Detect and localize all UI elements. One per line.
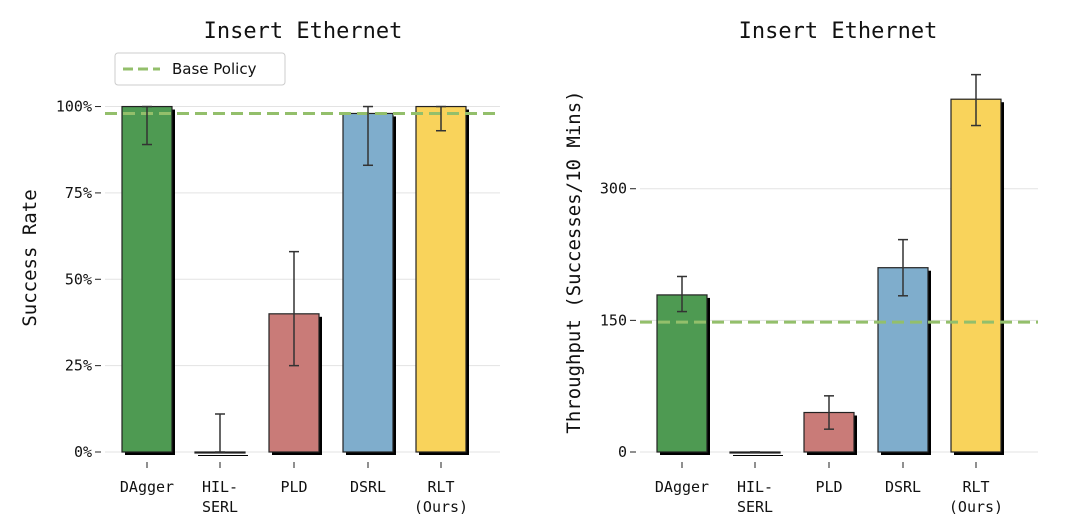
y-tick-label: 50% (65, 270, 92, 288)
bar-shadow (733, 455, 783, 456)
x-tick-label-line: (Ours) (949, 498, 1003, 516)
y-axis-label: Throughput (Successes/10 Mins) (563, 90, 585, 433)
y-tick-label: 0% (74, 443, 92, 461)
bar (950, 98, 1002, 453)
x-tick-label-line: DAgger (120, 478, 174, 496)
chart-success-rate: Insert Ethernet Success Rate 0% 25% 50% 75%… (19, 19, 500, 516)
bar (121, 105, 173, 453)
x-tick-label-line: DSRL (350, 478, 386, 496)
x-tick-label: DAgger (120, 478, 174, 496)
chart-title: Insert Ethernet (204, 19, 403, 44)
y-tick-label: 0 (618, 443, 627, 461)
x-tick-label-line: SERL (202, 498, 238, 516)
x-tick-label-line: RLT (427, 478, 454, 496)
chart-title: Insert Ethernet (739, 19, 938, 44)
legend-box (114, 52, 286, 86)
x-tick-label-line: DSRL (885, 478, 921, 496)
y-tick-label: 25% (65, 357, 92, 375)
legend-label: Base Policy (172, 60, 257, 78)
y-tick-label: 300 (600, 180, 627, 198)
y-axis-label: Success Rate (19, 189, 41, 326)
y-tick-label: 150 (600, 311, 627, 329)
legend: Base Policy (114, 52, 286, 86)
bar (342, 112, 394, 453)
x-ticks: DAgger HIL- SERL PLD DSRL RLT (Ours) (120, 462, 468, 516)
bar (656, 294, 708, 453)
x-tick-label: RLT (Ours) (949, 478, 1003, 516)
x-tick-label: RLT (Ours) (414, 478, 468, 516)
x-tick-label: DAgger (655, 478, 709, 496)
x-tick-label: HIL- SERL (737, 478, 773, 516)
x-tick-label: PLD (280, 478, 307, 496)
bars (121, 105, 469, 456)
y-ticks: 0 150 300 (600, 180, 636, 461)
y-ticks: 0% 25% 50% 75% 100% (56, 98, 101, 461)
x-tick-label: HIL- SERL (202, 478, 238, 516)
x-tick-label-line: DAgger (655, 478, 709, 496)
x-tick-label: DSRL (885, 478, 921, 496)
x-tick-label: DSRL (350, 478, 386, 496)
x-tick-label-line: RLT (962, 478, 989, 496)
x-tick-label-line: (Ours) (414, 498, 468, 516)
bar (415, 105, 467, 453)
x-tick-label-line: PLD (280, 478, 307, 496)
y-tick-label: 100% (56, 98, 92, 116)
chart-throughput: Insert Ethernet Throughput (Successes/10… (563, 19, 1038, 516)
y-tick-label: 75% (65, 184, 92, 202)
bars (656, 98, 1004, 456)
x-tick-label: PLD (815, 478, 842, 496)
x-ticks: DAgger HIL- SERL PLD DSRL RLT (Ours) (655, 462, 1003, 516)
bar (877, 267, 929, 453)
error-bars (142, 105, 446, 453)
error-bars (677, 73, 981, 453)
x-tick-label-line: HIL- (737, 478, 773, 496)
x-tick-label-line: SERL (737, 498, 773, 516)
bar-shadow (198, 455, 248, 456)
x-tick-label-line: HIL- (202, 478, 238, 496)
x-tick-label-line: PLD (815, 478, 842, 496)
